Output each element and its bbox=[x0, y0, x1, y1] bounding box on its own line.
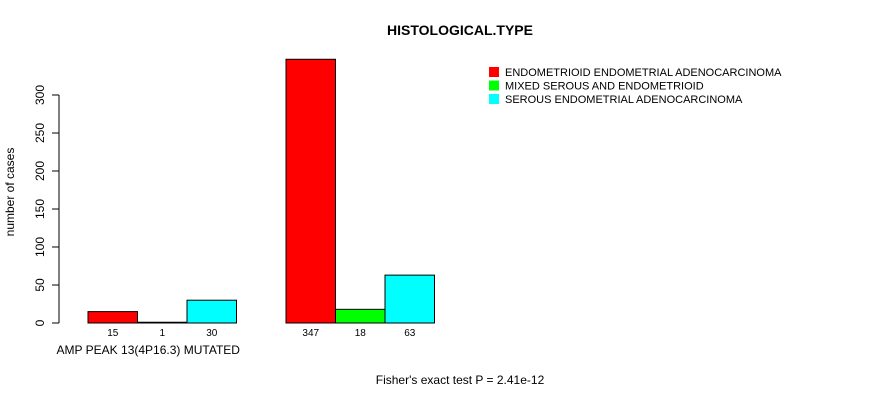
bars: 15 1 30 AMP PEAK 13(4P16.3) MUTATED 347 18 63 bbox=[57, 58, 435, 357]
bar-value-label: 15 bbox=[107, 328, 119, 339]
annotation: Fisher's exact test P = 2.41e-12 bbox=[376, 373, 545, 387]
legend: ENDOMETRIOID ENDOMETRIAL ADENOCARCINOMA M… bbox=[489, 67, 782, 106]
y-tick-label: 150 bbox=[33, 199, 47, 219]
y-tick-label: 200 bbox=[33, 161, 47, 181]
bar bbox=[335, 308, 386, 324]
bar bbox=[384, 274, 435, 324]
legend-label: ENDOMETRIOID ENDOMETRIAL ADENOCARCINOMA bbox=[505, 67, 782, 79]
bar bbox=[87, 311, 138, 324]
y-axis-label: number of cases bbox=[3, 148, 17, 237]
bar-value-label: 1 bbox=[159, 328, 165, 339]
y-tick-label: 250 bbox=[33, 123, 47, 143]
y-tick-label: 100 bbox=[33, 237, 47, 257]
legend-swatch bbox=[489, 67, 499, 77]
bar bbox=[285, 58, 336, 324]
chart-title: HISTOLOGICAL.TYPE bbox=[387, 22, 533, 38]
bar-value-label: 18 bbox=[355, 328, 367, 339]
bar bbox=[186, 299, 237, 324]
legend-swatch bbox=[489, 94, 499, 104]
y-tick-label: 0 bbox=[33, 319, 47, 326]
bar bbox=[137, 321, 188, 324]
bar-value-label: 63 bbox=[404, 328, 416, 339]
y-axis: 0 50 100 150 200 250 300 bbox=[33, 85, 60, 326]
y-tick-label: 50 bbox=[33, 278, 47, 292]
group-label: AMP PEAK 13(4P16.3) MUTATED bbox=[57, 343, 241, 357]
legend-label: MIXED SEROUS AND ENDOMETRIOID bbox=[505, 81, 704, 93]
bar-value-label: 30 bbox=[206, 328, 218, 339]
legend-label: SEROUS ENDOMETRIAL ADENOCARCINOMA bbox=[505, 94, 743, 106]
bar-value-label: 347 bbox=[302, 328, 319, 339]
legend-swatch bbox=[489, 80, 499, 91]
y-tick-label: 300 bbox=[33, 85, 47, 105]
